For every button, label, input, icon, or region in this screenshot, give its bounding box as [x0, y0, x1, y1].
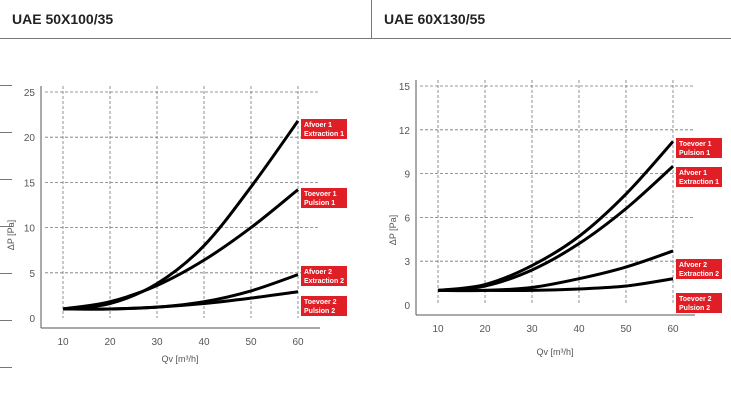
series-label-bg [301, 119, 347, 139]
series-label-bg [301, 266, 347, 286]
x-tick-label: 40 [198, 337, 210, 348]
series-label-line2: Pulsion 2 [679, 305, 710, 312]
series-line [62, 120, 300, 311]
series-label-line1: Toevoer 2 [679, 296, 712, 303]
left-margin-rules [0, 38, 12, 406]
x-axis-label: Qv [m³/h] [536, 347, 573, 357]
x-tick-label: 60 [292, 337, 304, 348]
y-axis-label: ΔP [Pa] [388, 215, 398, 245]
series-label-bg [676, 259, 722, 279]
series-label-line1: Toevoer 1 [304, 191, 337, 198]
right-chart-title: UAE 60X130/55 [384, 11, 486, 27]
series-label-line2: Pulsion 1 [679, 150, 710, 157]
series-line [437, 165, 675, 292]
series-label-bg [676, 167, 722, 187]
series-label-bg [301, 296, 347, 316]
series-label-line2: Extraction 1 [679, 179, 719, 186]
x-tick-label: 50 [620, 324, 632, 335]
series-label-line1: Afvoer 2 [304, 269, 332, 276]
y-tick-label: 3 [404, 257, 410, 268]
left-chart-title: UAE 50X100/35 [0, 0, 372, 38]
x-tick-label: 20 [479, 324, 491, 335]
y-tick-label: 5 [29, 269, 35, 280]
y-tick-label: 6 [404, 213, 410, 224]
y-tick-label: 15 [24, 178, 36, 189]
y-tick-label: 9 [404, 170, 410, 181]
series-line [62, 188, 299, 311]
series-label-line2: Pulsion 2 [304, 308, 335, 315]
series-label-bg [676, 293, 722, 313]
series-line [437, 140, 675, 292]
y-tick-label: 0 [29, 314, 35, 325]
y-tick-label: 0 [404, 301, 410, 312]
series-label-bg [676, 138, 722, 158]
series-line [62, 290, 299, 311]
series-label-bg [301, 188, 347, 208]
x-tick-label: 60 [667, 324, 679, 335]
y-tick-label: 10 [24, 224, 36, 235]
x-tick-label: 40 [573, 324, 585, 335]
series-label-line1: Afvoer 2 [679, 262, 707, 269]
header-row: UAE 50X100/35 UAE 60X130/55 [0, 0, 731, 39]
x-axis-label: Qv [m³/h] [161, 354, 198, 364]
x-tick-label: 50 [245, 337, 257, 348]
x-tick-label: 20 [104, 337, 116, 348]
y-axis-label: ΔP [Pa] [6, 220, 16, 250]
series-line [438, 277, 674, 293]
x-tick-label: 30 [151, 337, 163, 348]
y-tick-label: 12 [399, 126, 411, 137]
series-label-line2: Extraction 2 [679, 271, 719, 278]
series-label-line2: Extraction 2 [304, 278, 344, 285]
series-label-line1: Toevoer 2 [304, 299, 337, 306]
series-label-line1: Afvoer 1 [304, 122, 332, 129]
x-tick-label: 10 [432, 324, 444, 335]
y-tick-label: 20 [24, 133, 36, 144]
series-label-line1: Toevoer 1 [679, 141, 712, 148]
series-label-line2: Extraction 1 [304, 131, 344, 138]
x-tick-label: 10 [57, 337, 69, 348]
x-tick-label: 30 [526, 324, 538, 335]
y-tick-label: 15 [399, 82, 411, 93]
series-label-line2: Pulsion 1 [304, 200, 335, 207]
series-label-line1: Afvoer 1 [679, 170, 707, 177]
y-tick-label: 25 [24, 88, 36, 99]
